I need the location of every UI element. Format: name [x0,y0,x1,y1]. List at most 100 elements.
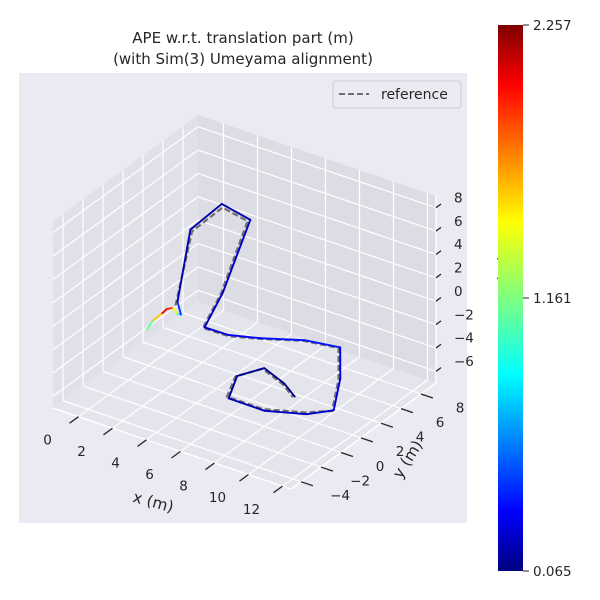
chart-subtitle: (with Sim(3) Umeyama alignment) [113,50,373,68]
z-tick-2 [435,320,442,326]
grid-lines [52,123,437,487]
colorbar-label-max: 2.257 [533,18,572,34]
z-tick-label-6: 6 [454,214,463,230]
colorbar-gradient [498,25,523,571]
y-axis-line [290,382,437,490]
estimate-segment-24 [283,382,296,398]
grid-z-back-6 [197,149,437,232]
z-tick-label-2: −2 [454,307,474,323]
estimate-segment-10 [221,218,252,294]
x-tick-label-3: 6 [145,467,154,483]
z-tick-label-4: 2 [454,261,463,277]
x-tick-1 [103,427,113,436]
estimate-segment-15 [303,339,342,349]
x-tick-5 [239,474,249,482]
chart-title: APE w.r.t. translation part (m) [132,29,353,47]
grid-x-floor-0 [78,310,224,418]
x-tick-6 [273,485,283,494]
legend-frame [332,80,462,109]
y-tick-label-4: 4 [416,430,425,446]
z-tick-3 [435,297,442,302]
x-tick-2 [137,439,147,447]
z-tick-label-0: −6 [454,354,474,370]
grid-x-floor-6 [282,379,428,487]
grid-y-floor-1 [82,385,322,468]
z-tick-7 [435,203,442,209]
grid-z-back-0 [197,289,437,372]
x-tick-0 [69,416,79,424]
pane-left [53,115,198,408]
estimate-segment-17 [332,377,342,412]
grid-x-floor-5 [248,368,394,476]
grid-z-back-5 [197,172,437,256]
estimate-segment-13 [227,334,262,340]
estimate-segment-21 [227,375,239,400]
estimate-segment-8 [189,202,223,231]
z-tick-4 [435,273,442,279]
estimate-segment-20 [227,397,266,412]
y-tick-4 [380,422,394,428]
grid-z-back-1 [197,266,437,349]
z-tick-0 [435,367,442,372]
y-tick-2 [340,451,354,458]
grid-x-floor-2 [146,333,292,441]
y-tick-label-3: 2 [396,444,405,460]
grid-y-floor-0 [62,400,302,483]
y-tick-label-0: −4 [330,488,350,504]
x-tick-label-5: 10 [209,490,226,506]
y-tick-6 [420,393,434,399]
grid-x-floor-1 [112,321,258,429]
grid-y-floor-4 [142,341,382,424]
colorbar-label-min: 0.065 [533,564,572,580]
estimate-segment-22 [236,367,266,377]
y-tick-0 [300,481,314,487]
z-tick-label-3: 0 [454,284,463,300]
y-tick-label-6: 8 [456,400,465,416]
x-tick-label-6: 12 [243,502,260,518]
y-tick-5 [400,407,414,414]
grid-y-floor-3 [122,356,362,439]
grid-z-left-4 [52,196,199,304]
z-tick-label-7: 8 [454,190,463,206]
estimate-segment-3 [165,306,175,310]
grid-z-back-3 [197,219,437,302]
x-tick-label-1: 2 [77,444,86,460]
x-tick-label-0: 0 [43,432,52,448]
estimate-segment-1 [152,312,164,322]
estimate-segment-2 [161,307,168,315]
y-tick-1 [320,466,334,472]
legend-reference-label: reference [381,87,448,103]
z-tick-label-5: 4 [454,237,463,253]
grid-z-left-6 [52,149,199,257]
estimate-segment-4 [172,306,179,316]
legend: reference [332,80,462,109]
grid-z-left-1 [52,266,199,374]
grid-y-floor-5 [162,327,402,410]
y-tick-3 [360,437,374,443]
z-tick-5 [435,250,442,255]
grid-z-back-4 [197,196,437,279]
estimate-segment-0 [145,319,155,331]
grid-z-left-7 [52,126,199,234]
estimate-segment-19 [263,409,308,416]
z-tick-label-1: −4 [454,331,474,347]
grid-x-floor-3 [180,344,326,452]
grid-y-floor-2 [102,370,342,454]
grid-z-back-7 [197,126,437,209]
trajectories [145,202,342,416]
grid-z-back-2 [197,242,437,326]
estimate-segment-18 [305,409,335,416]
estimate-segment-14 [259,337,306,342]
axis-lines [52,196,437,490]
estimate-segment-9 [220,202,252,221]
grid-y-floor-6 [182,312,422,395]
z-tick-1 [435,343,442,349]
estimate-segment-6 [176,300,182,316]
colorbar-label-mid: 1.161 [533,291,572,307]
colorbar: 2.257 1.161 0.065 [498,18,572,580]
x-tick-label-4: 8 [179,479,188,495]
z-tick-6 [435,226,442,232]
y-tick-label-5: 6 [436,415,445,431]
